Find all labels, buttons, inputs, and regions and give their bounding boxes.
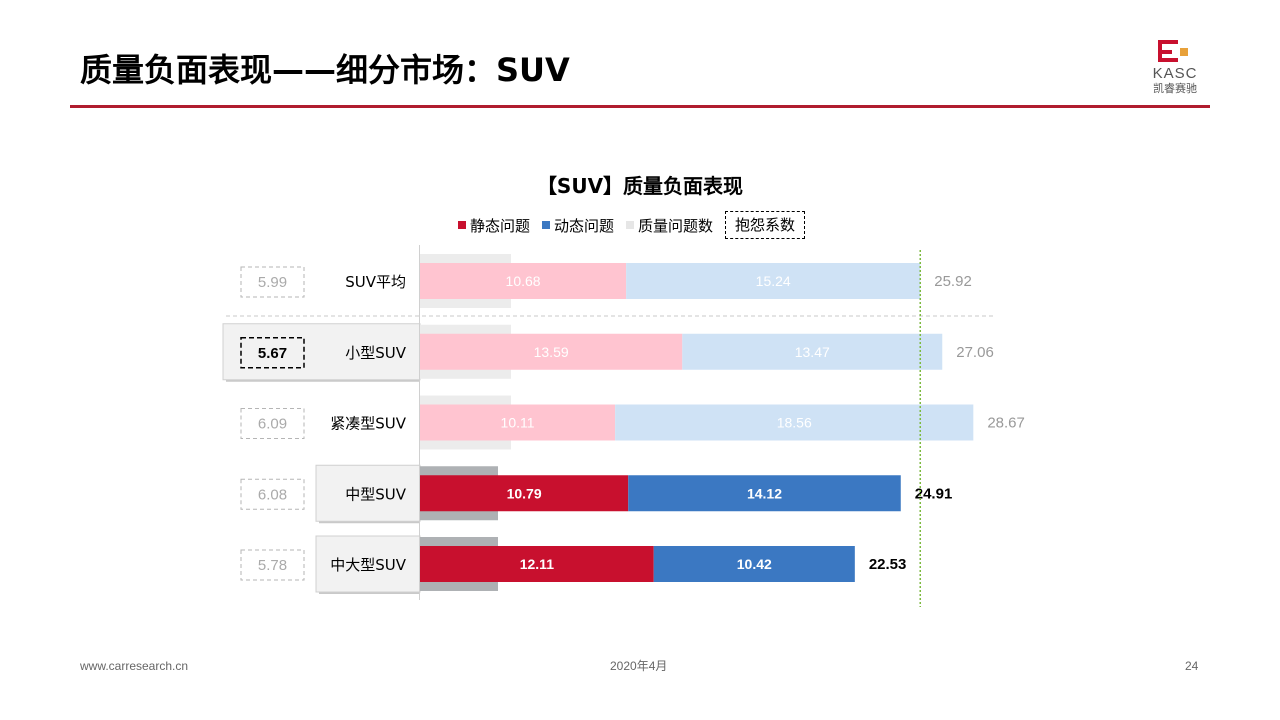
category-label: 小型SUV [345,344,407,362]
static-bar [420,475,629,512]
legend-swatch-static [458,221,466,229]
footer-page-number: 24 [1185,659,1199,673]
total-value-label: 25.92 [934,273,972,290]
dynamic-bar [682,333,943,370]
legend-swatch-total [626,221,635,229]
static-bar [420,546,654,582]
chart-title: 【SUV】质量负面表现 [536,174,744,198]
static-bar [420,404,616,441]
logo-subtext: 凯睿赛驰 [1153,82,1197,95]
complaint-coefficient-value: 6.08 [258,486,287,503]
page-title: 质量负面表现——细分市场：SUV [80,51,570,89]
legend-item-total: 质量问题数 [626,215,713,236]
static-value-label: 10.79 [507,485,542,501]
logo-mark-icon [1158,40,1188,62]
dynamic-bar [615,404,974,441]
static-value-label: 13.59 [534,344,569,360]
static-value-label: 10.68 [506,273,541,289]
legend-label-complaint: 抱怨系数 [725,211,806,239]
category-panel [315,464,421,522]
total-value-label: 22.53 [869,556,907,573]
kasc-logo: KASC 凯睿赛驰 [1140,38,1210,96]
complaint-coefficient-value: 5.78 [258,557,287,574]
static-value-label: 10.11 [501,415,535,431]
footer-website: www.carresearch.cn [80,659,189,673]
complaint-coefficient-box [240,408,305,439]
complaint-coefficient-value: 5.67 [258,345,287,362]
dynamic-value-label: 10.42 [737,556,772,572]
legend-item-complaint: 抱怨系数 [725,211,806,239]
total-value-label: 27.06 [956,344,994,361]
complaint-coefficient-box [240,549,305,581]
total-value-label: 28.67 [987,415,1025,432]
legend-label-dynamic: 动态问题 [554,216,615,235]
category-label: 中大型SUV [330,556,407,574]
logo-wordmark: KASC [1152,65,1198,82]
category-label: 中型SUV [345,485,407,503]
static-bar [420,263,627,299]
dynamic-bar [653,546,855,582]
complaint-coefficient-value: 5.99 [258,274,287,291]
complaint-coefficient-value: 6.09 [258,416,287,433]
title-divider [70,105,1210,108]
complaint-coefficient-box [240,478,305,510]
dynamic-bar [628,475,901,512]
complaint-coefficient-box [240,337,305,369]
category-label: SUV平均 [345,273,406,291]
footer-date: 2020年4月 [610,659,668,673]
legend-swatch-dynamic [542,221,551,229]
dynamic-value-label: 15.24 [756,273,791,289]
static-bar [420,333,683,370]
dynamic-value-label: 18.56 [777,415,812,431]
category-panel [315,535,421,593]
dynamic-bar [626,263,921,299]
legend-label-total: 质量问题数 [638,216,714,235]
category-label: 紧凑型SUV [330,415,407,433]
total-value-label: 24.91 [915,485,953,502]
static-value-label: 12.11 [520,556,554,572]
complaint-coefficient-box [240,266,305,298]
legend-item-static: 静态问题 [458,215,530,236]
legend-item-dynamic: 动态问题 [542,215,614,236]
legend-label-static: 静态问题 [470,216,531,235]
chart-legend: 静态问题 动态问题 质量问题数 抱怨系数 [458,210,817,240]
dynamic-value-label: 13.47 [795,344,830,360]
category-panel [222,323,421,381]
dynamic-value-label: 14.12 [747,485,782,501]
